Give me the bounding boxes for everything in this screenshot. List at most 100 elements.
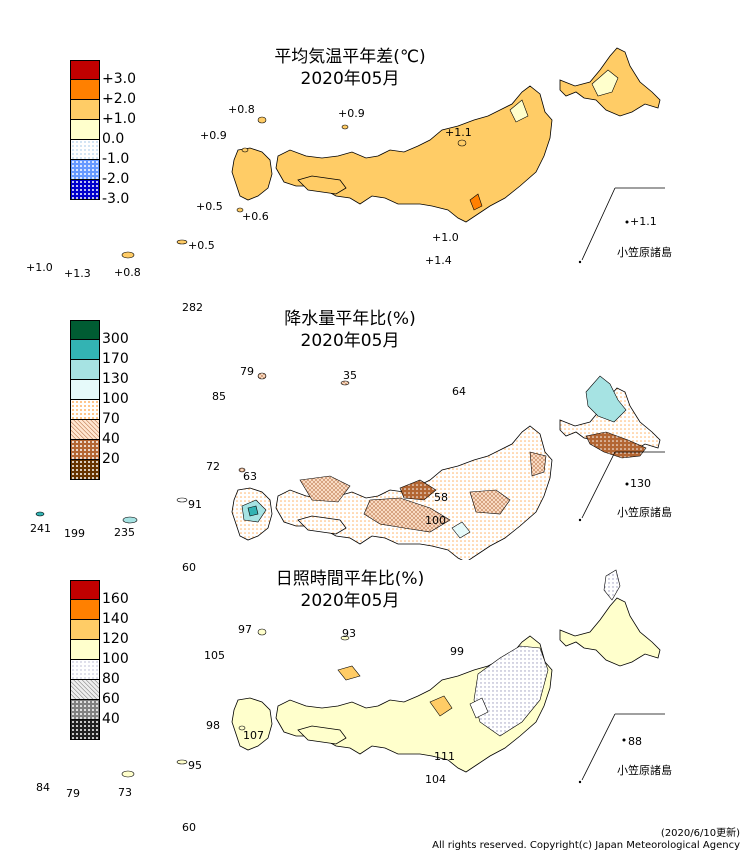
legend-label: 160 (102, 591, 129, 607)
normal-area (469, 697, 489, 719)
legend-swatch (70, 420, 100, 440)
temperature-map (121, 47, 665, 264)
legend-label: 120 (102, 631, 129, 647)
okinawa-island (122, 516, 138, 524)
bonin-islands-label: 小笠原諸島 (617, 506, 672, 519)
legend-label: +1.0 (102, 111, 136, 127)
station-label: 88 (628, 735, 642, 748)
legend-swatch (70, 340, 100, 360)
bonin-island-dot (578, 518, 582, 522)
station-label: 73 (118, 786, 132, 799)
copyright: All rights reserved. Copyright(c) Japan … (432, 840, 740, 851)
panel-title: 日照時間平年比(%) 2020年05月 (230, 568, 470, 612)
precipitation-map (35, 372, 665, 560)
station-label: 104 (425, 773, 446, 786)
bonin-island-dot (578, 780, 582, 784)
panel-title: 降水量平年比(%) 2020年05月 (230, 308, 470, 352)
legend-label: 70 (102, 411, 120, 427)
yonaguni-island (35, 511, 45, 517)
legend-swatch (70, 720, 100, 740)
station-label: 64 (452, 385, 466, 398)
dry-area (529, 451, 547, 477)
station-label: 282 (182, 301, 203, 314)
station-label: +1.1 (630, 215, 657, 228)
station-label: 107 (243, 729, 264, 742)
legend-swatch (70, 600, 100, 620)
legend-swatch (70, 620, 100, 640)
legend-label: 0.0 (102, 131, 125, 147)
bonin-island-dot (625, 482, 629, 486)
bonin-frame-line (581, 451, 616, 519)
amami-island (176, 497, 188, 503)
station-label: 130 (630, 477, 651, 490)
bonin-islands-label: 小笠原諸島 (617, 246, 672, 259)
legend-label: 60 (102, 691, 120, 707)
legend-label: 40 (102, 711, 120, 727)
noto-island (457, 139, 467, 147)
title-line1: 平均気温平年差(℃) (274, 47, 426, 67)
sado-island (340, 380, 350, 386)
station-label: 99 (450, 645, 464, 658)
title-line2: 2020年05月 (300, 331, 400, 351)
station-label: 84 (36, 781, 50, 794)
dry-area (399, 479, 437, 501)
iki-island (241, 147, 249, 153)
station-label: 63 (243, 470, 257, 483)
station-label: +0.9 (200, 129, 227, 142)
legend-swatch (70, 140, 100, 160)
sunshine-panel: 日照時間平年比(%) 2020年05月 160 140 120 100 80 6… (0, 560, 750, 840)
kyushu-region (231, 147, 273, 201)
normal-temp-area (591, 69, 619, 97)
station-label: 199 (64, 527, 85, 540)
station-label: 93 (342, 627, 356, 640)
legend-swatch (70, 700, 100, 720)
station-label: 72 (206, 460, 220, 473)
bonin-frame-line (581, 713, 616, 781)
footer: (2020/6/10更新) All rights reserved. Copyr… (432, 828, 740, 852)
station-label: 95 (188, 759, 202, 772)
station-label: 60 (182, 561, 196, 574)
update-date: (2020/6/10更新) (660, 828, 740, 839)
legend-swatch (70, 60, 100, 80)
station-label: +1.4 (425, 254, 452, 267)
legend-label: 300 (102, 331, 129, 347)
low-sunshine-area (603, 569, 621, 601)
station-label: 111 (434, 750, 455, 763)
amami-island (176, 239, 188, 245)
station-label: 235 (114, 526, 135, 539)
legend-label: 100 (102, 391, 129, 407)
station-label: +0.8 (114, 266, 141, 279)
bonin-islands-label: 小笠原諸島 (617, 764, 672, 777)
legend-label: +3.0 (102, 71, 136, 87)
station-label: +0.8 (228, 103, 255, 116)
title-line1: 降水量平年比(%) (284, 309, 416, 329)
legend-swatch (70, 360, 100, 380)
bonin-island-dot (622, 738, 626, 742)
station-label: +1.0 (432, 231, 459, 244)
bonin-island-dot (578, 260, 582, 264)
station-label: +1.0 (26, 261, 53, 274)
panel-title: 平均気温平年差(℃) 2020年05月 (230, 46, 470, 90)
very-wet-area (247, 505, 259, 517)
legend-label: -2.0 (102, 171, 130, 187)
oki-island (257, 628, 267, 636)
title-line1: 日照時間平年比(%) (275, 569, 425, 589)
legend-label: 140 (102, 611, 129, 627)
legend-swatch (70, 580, 100, 600)
title-line2: 2020年05月 (300, 69, 400, 89)
low-sunshine-area (473, 645, 549, 737)
legend-label: 80 (102, 671, 120, 687)
station-label: 35 (343, 369, 357, 382)
amami-island (176, 759, 188, 765)
legend-swatch (70, 120, 100, 140)
dry-area (363, 497, 451, 533)
dry-area (585, 431, 647, 459)
sunshine-map (121, 569, 665, 784)
title-line2: 2020年05月 (300, 591, 400, 611)
legend-swatch (70, 440, 100, 460)
legend-swatch (70, 320, 100, 340)
legend-swatch (70, 680, 100, 700)
station-label: 60 (182, 821, 196, 834)
station-label: 85 (212, 390, 226, 403)
temperature-panel: 平均気温平年差(℃) 2020年05月 +3.0 +2.0 +1.0 0.0 -… (0, 0, 750, 290)
